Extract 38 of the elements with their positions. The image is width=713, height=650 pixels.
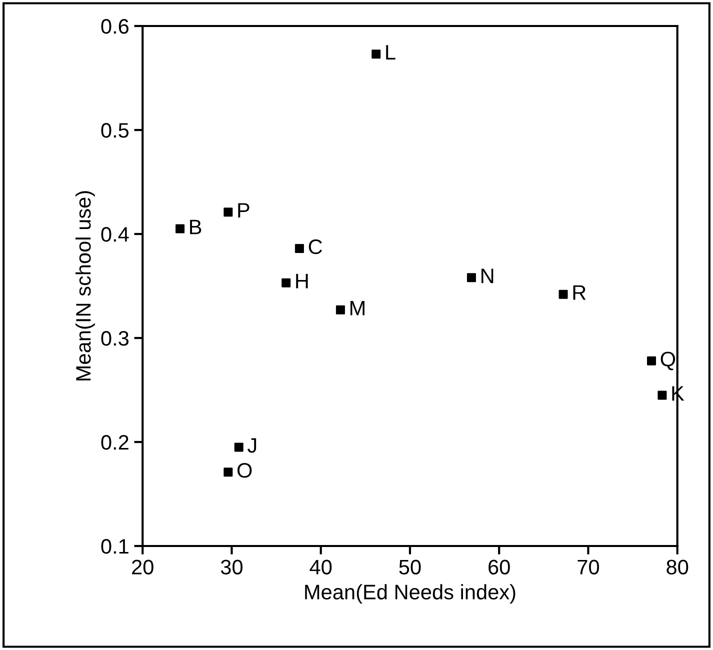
x-tick-label: 50 (399, 560, 421, 574)
annotation: H (296, 274, 308, 288)
point (658, 390, 667, 400)
point (647, 356, 656, 366)
x-tick-label: 80 (666, 560, 688, 574)
x-tick-label: 20 (132, 560, 154, 574)
annotation: Q (660, 352, 676, 370)
point (336, 305, 345, 314)
point (466, 273, 476, 282)
y-tick-label: 0.2 (101, 435, 128, 450)
x-axis-title: Mean(Ed Needs index) (305, 584, 516, 604)
y-tick-label: 0.1 (101, 539, 128, 554)
annotation: B (190, 220, 202, 234)
point (372, 50, 381, 59)
x-tick-label: 60 (488, 560, 510, 574)
x-tick-label: 40 (310, 560, 332, 574)
y-tick-label: 0.4 (101, 227, 129, 242)
annotation: L (386, 45, 396, 60)
point (176, 224, 185, 234)
y-tick-label: 0.3 (101, 331, 128, 346)
annotation: C (308, 239, 322, 254)
point (234, 442, 244, 452)
y-tick-label: 0.5 (101, 123, 129, 138)
point (224, 208, 233, 217)
point (558, 290, 568, 299)
annotation: P (238, 203, 250, 218)
point (282, 278, 291, 288)
y-axis-title: Mean(IN school use) (75, 191, 95, 380)
annotation: N (482, 268, 494, 284)
annotation: R (573, 285, 586, 300)
x-tick-label: 70 (578, 560, 599, 574)
annotation: M (350, 300, 364, 316)
y-tick-label: 0.6 (101, 19, 128, 34)
point (224, 468, 233, 477)
annotation: J (248, 438, 256, 453)
point (294, 244, 304, 254)
x-tick-label: 30 (220, 560, 242, 574)
annotation: O (237, 463, 252, 478)
